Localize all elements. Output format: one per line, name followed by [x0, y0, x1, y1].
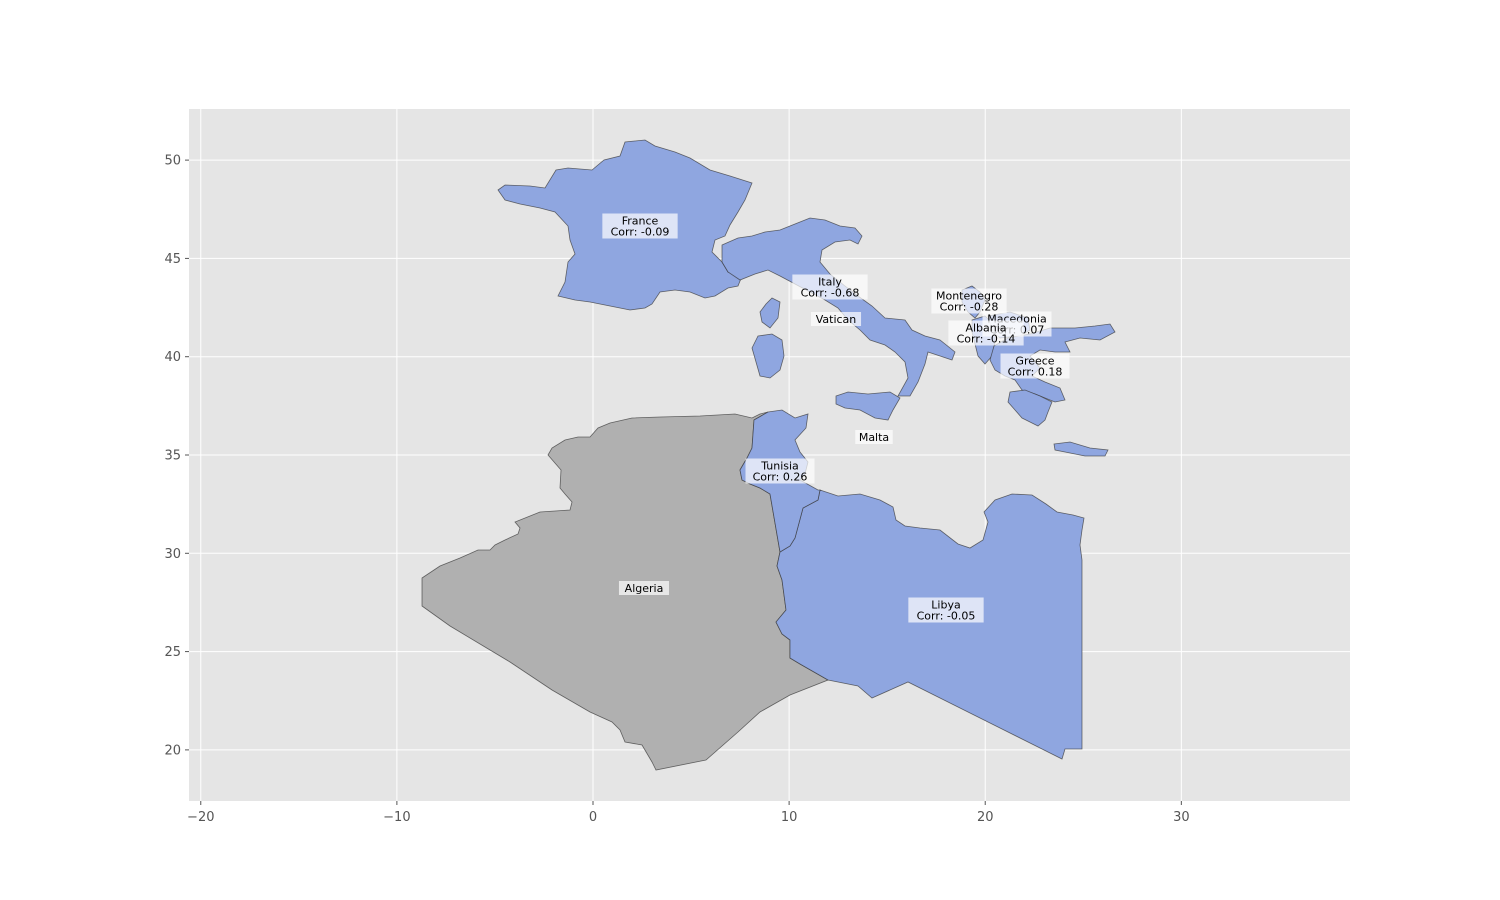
x-tick-label: 10: [781, 810, 798, 825]
region-corr: Corr: -0.05: [917, 610, 976, 623]
sicily-shape: [835, 391, 901, 421]
x-tick-label: 30: [1173, 810, 1190, 825]
label-box: [855, 430, 893, 444]
region-corr: Corr: 0.26: [753, 471, 808, 484]
y-tick-label: 20: [164, 743, 181, 758]
x-tick-label: 0: [589, 810, 597, 825]
region-label-vatican: Vatican: [810, 312, 862, 326]
y-axis-ticks: 20 25 30 35 40 45 50: [164, 154, 189, 758]
label-box: [602, 213, 678, 239]
label-box: [1000, 353, 1070, 379]
label-box: [810, 312, 862, 326]
region-name: Algeria: [625, 582, 664, 595]
region-name: Vatican: [816, 313, 857, 326]
y-tick-label: 40: [164, 350, 181, 365]
y-tick-label: 25: [164, 645, 181, 660]
region-name: France: [622, 215, 659, 228]
label-box: [792, 274, 868, 300]
peloponnese-shape: [1007, 389, 1053, 427]
region-name: Greece: [1015, 355, 1054, 368]
x-tick-label: 20: [977, 810, 994, 825]
corsica-shape: [759, 297, 781, 329]
libya-shape: [775, 489, 1085, 760]
region-label-malta: Malta: [855, 430, 893, 444]
region-name: Albania: [965, 322, 1006, 335]
region-name: Montenegro: [936, 290, 1002, 303]
y-tick-label: 45: [164, 252, 181, 267]
region-name: Libya: [931, 599, 960, 612]
label-box: [908, 597, 984, 623]
sardinia-shape: [751, 333, 785, 379]
region-corr: Corr: 0.18: [1008, 366, 1063, 379]
y-tick-label: 30: [164, 547, 181, 562]
region-name: Italy: [818, 276, 842, 289]
x-tick-label: −20: [187, 810, 214, 825]
region-name: Tunisia: [760, 460, 799, 473]
label-box: [618, 581, 670, 595]
region-label-algeria: Algeria: [618, 581, 670, 595]
label-box: [948, 320, 1024, 346]
x-axis-ticks: −20 −10 0 10 20 30: [187, 801, 1190, 825]
region-corr: Corr: -0.68: [801, 287, 860, 300]
crete-shape: [1053, 441, 1109, 457]
y-tick-label: 50: [164, 154, 181, 169]
region-corr: Corr: -0.28: [940, 301, 999, 314]
region-name: Malta: [859, 431, 889, 444]
region-corr: Corr: -0.09: [611, 226, 670, 239]
region-corr: Corr: -0.14: [957, 333, 1016, 346]
x-tick-label: −10: [383, 810, 410, 825]
y-tick-label: 35: [164, 449, 181, 464]
label-box: [931, 288, 1007, 314]
label-box: [745, 458, 815, 484]
